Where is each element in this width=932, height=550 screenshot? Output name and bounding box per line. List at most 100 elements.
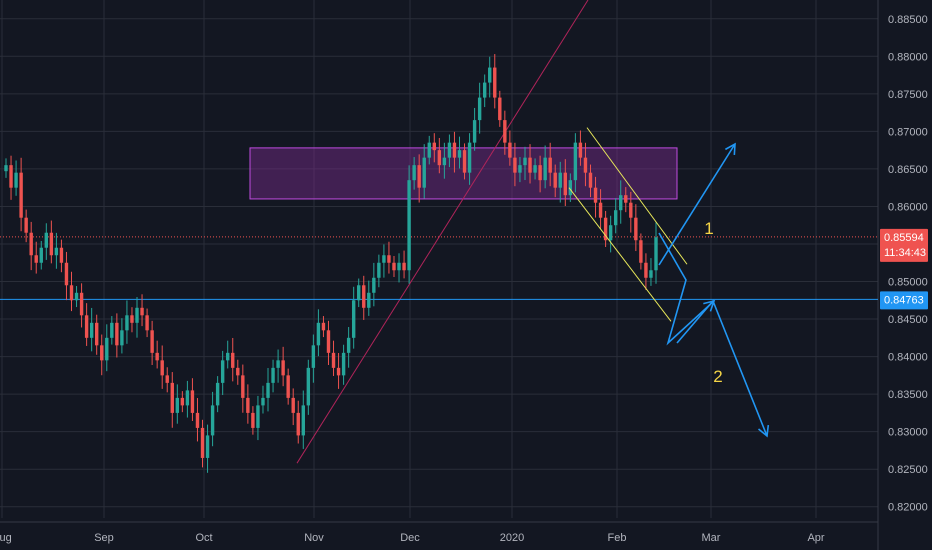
candle[interactable] — [644, 253, 648, 290]
resistance-zone[interactable] — [249, 147, 678, 200]
candle[interactable] — [54, 232, 59, 269]
candle[interactable] — [281, 346, 285, 387]
candle[interactable] — [482, 74, 487, 108]
candle[interactable] — [210, 391, 215, 447]
candle[interactable] — [276, 349, 280, 383]
candle[interactable] — [649, 258, 653, 286]
candle[interactable] — [593, 176, 598, 218]
candle[interactable] — [145, 308, 149, 338]
candle[interactable] — [543, 145, 547, 189]
candle[interactable] — [291, 388, 295, 426]
candle[interactable] — [180, 391, 185, 413]
candle[interactable] — [372, 262, 376, 307]
candle[interactable] — [387, 241, 391, 274]
candle[interactable] — [215, 376, 220, 413]
candle[interactable] — [503, 110, 507, 155]
candle[interactable] — [286, 368, 290, 405]
candle[interactable] — [19, 157, 23, 232]
candle[interactable] — [24, 209, 28, 243]
candle[interactable] — [488, 56, 492, 98]
candle[interactable] — [220, 350, 225, 396]
candle[interactable] — [200, 419, 205, 468]
candle[interactable] — [195, 398, 200, 442]
candle[interactable] — [634, 204, 638, 252]
candle[interactable] — [100, 334, 104, 376]
candle[interactable] — [573, 133, 578, 193]
candle[interactable] — [518, 157, 522, 183]
candle[interactable] — [392, 255, 396, 278]
candle[interactable] — [639, 233, 643, 270]
candle[interactable] — [231, 337, 235, 382]
candle[interactable] — [357, 278, 361, 308]
candle[interactable] — [608, 215, 613, 253]
candle[interactable] — [583, 142, 588, 187]
candle[interactable] — [432, 133, 436, 163]
candle[interactable] — [578, 130, 583, 166]
candle[interactable] — [296, 400, 300, 444]
candle[interactable] — [351, 286, 356, 349]
candle[interactable] — [457, 136, 462, 169]
candle[interactable] — [130, 307, 134, 333]
candle[interactable] — [417, 154, 421, 203]
projection-arrow-down-bounce[interactable] — [658, 232, 716, 346]
candle[interactable] — [190, 378, 195, 422]
candle[interactable] — [654, 222, 658, 284]
candle[interactable] — [306, 359, 311, 415]
candle[interactable] — [155, 340, 159, 369]
candle[interactable] — [613, 198, 618, 234]
candle[interactable] — [246, 384, 250, 424]
candle[interactable] — [422, 144, 426, 199]
candle[interactable] — [412, 157, 416, 190]
candle[interactable] — [598, 189, 603, 229]
candle[interactable] — [568, 173, 573, 202]
candle[interactable] — [493, 54, 497, 109]
candle[interactable] — [629, 191, 633, 233]
candle[interactable] — [558, 161, 562, 203]
candle[interactable] — [140, 294, 144, 327]
candle[interactable] — [69, 271, 74, 312]
candle[interactable] — [553, 164, 557, 198]
candle[interactable] — [241, 364, 245, 413]
candle[interactable] — [452, 131, 457, 173]
candle[interactable] — [331, 340, 336, 376]
candle[interactable] — [538, 155, 542, 193]
candle[interactable] — [316, 309, 321, 357]
candle[interactable] — [321, 316, 326, 338]
candle[interactable] — [588, 164, 593, 198]
candle[interactable] — [205, 424, 210, 473]
candle[interactable] — [236, 359, 240, 385]
candle[interactable] — [39, 240, 43, 270]
candle[interactable] — [397, 253, 401, 283]
candle[interactable] — [624, 187, 628, 213]
candle[interactable] — [271, 359, 275, 393]
candle[interactable] — [89, 307, 94, 352]
candle[interactable] — [472, 107, 477, 151]
candle[interactable] — [498, 90, 502, 127]
candle[interactable] — [14, 160, 18, 196]
candle[interactable] — [135, 296, 139, 338]
candle[interactable] — [4, 158, 8, 178]
candle[interactable] — [477, 82, 482, 134]
candle[interactable] — [437, 137, 442, 174]
candle[interactable] — [110, 316, 114, 345]
candle[interactable] — [462, 143, 467, 180]
candle[interactable] — [256, 395, 260, 441]
projection-arrow-up[interactable] — [658, 142, 736, 266]
candle[interactable] — [165, 367, 169, 393]
candle[interactable] — [402, 250, 406, 279]
candle[interactable] — [125, 300, 129, 344]
candle[interactable] — [266, 368, 270, 412]
candle[interactable] — [447, 134, 452, 168]
candle[interactable] — [226, 340, 230, 369]
channel-lower-line[interactable] — [568, 187, 672, 322]
channel-upper-line[interactable] — [586, 127, 688, 265]
candle[interactable] — [326, 320, 331, 366]
candle[interactable] — [29, 221, 33, 271]
candle[interactable] — [105, 324, 109, 372]
candle[interactable] — [442, 142, 447, 179]
candle[interactable] — [467, 133, 472, 185]
candle[interactable] — [533, 158, 537, 180]
candle[interactable] — [311, 334, 316, 383]
candle[interactable] — [619, 180, 623, 224]
